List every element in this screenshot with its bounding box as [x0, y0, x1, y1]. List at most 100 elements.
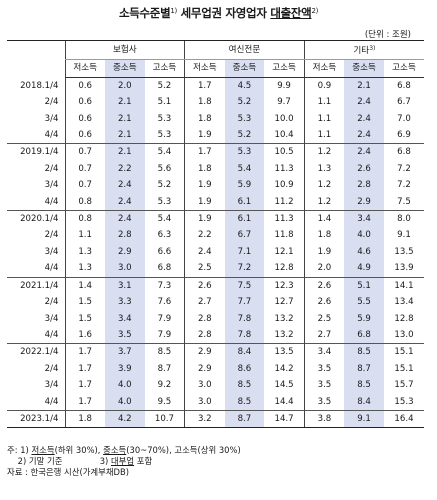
table-row: 3/4 1.7 4.0 9.2 3.0 8.5 14.5 3.5 8.5 15.7 [7, 377, 424, 394]
footnote-1-low-range: (하위 30%), [54, 445, 104, 455]
value-cell-other-middle: 5.9 [344, 310, 384, 327]
group-header-other-label: 기타 [353, 46, 370, 56]
table-row: 4/4 1.6 3.5 7.9 2.8 7.8 13.2 2.7 6.8 13.0 [7, 326, 424, 344]
value-cell-insurance-high: 8.5 [144, 343, 185, 361]
value-cell-credit-high: 12.3 [264, 276, 305, 295]
sub-header-middle-income: 중소득 [224, 59, 265, 78]
table-row: 4/4 0.6 2.1 5.3 1.9 5.2 10.4 1.1 2.4 6.9 [7, 127, 424, 144]
footnote-1-middle: 중소득 [103, 445, 127, 455]
value-cell-credit-low: 2.4 [184, 243, 225, 261]
value-cell-credit-high: 11.3 [264, 210, 305, 228]
sub-header-middle-income: 중소득 [344, 59, 384, 78]
title-part-3: 대출잔액 [270, 6, 312, 20]
value-cell-insurance-middle: 2.0 [104, 77, 145, 95]
value-cell-credit-low: 2.8 [184, 310, 225, 327]
table-row: 2023.1/4 1.8 4.2 10.7 3.2 8.7 14.7 3.8 9.1 16.4 [7, 409, 424, 429]
value-cell-other-low: 2.6 [303, 294, 345, 311]
value-cell-insurance-middle: 4.0 [104, 377, 145, 394]
value-cell-insurance-middle: 3.0 [104, 260, 145, 278]
value-cell-other-low: 1.2 [303, 143, 345, 161]
footnote-3-prefix: 3) [99, 456, 111, 466]
footnote-2: 2) 기말 기준 [17, 456, 63, 466]
period-cell: 3/4 [44, 380, 59, 391]
value-cell-credit-low: 3.2 [184, 409, 225, 429]
value-cell-other-low: 3.4 [303, 343, 345, 361]
value-cell-other-low: 2.6 [303, 276, 345, 295]
value-cell-insurance-low: 0.6 [64, 94, 105, 111]
period-cell: 4/4 [44, 263, 59, 274]
value-cell-other-high: 16.4 [384, 409, 424, 429]
table-row: 2019.1/4 0.7 2.1 5.4 1.7 5.3 10.5 1.2 2.4 6.8 [7, 143, 424, 161]
period-cell: 2/4 [44, 230, 59, 241]
title-part-1: 소득수준별 [118, 6, 171, 20]
table-row: 3/4 1.5 3.4 7.9 2.8 7.8 13.2 2.5 5.9 12.8 [7, 310, 424, 327]
value-cell-insurance-high: 5.2 [157, 180, 172, 191]
value-cell-other-middle: 4.0 [344, 227, 384, 244]
value-cell-insurance-middle: 3.3 [104, 294, 145, 311]
value-cell-other-middle: 5.1 [344, 276, 384, 295]
value-cell-credit-middle: 6.7 [224, 227, 265, 244]
value-cell-insurance-low: 0.6 [64, 77, 105, 95]
value-cell-other-middle: 2.4 [344, 143, 384, 161]
value-cell-credit-middle: 5.2 [224, 94, 265, 111]
value-cell-insurance-low: 1.3 [64, 243, 105, 261]
value-cell-other-high: 15.3 [394, 396, 414, 407]
value-cell-other-high: 6.7 [397, 97, 411, 108]
value-cell-insurance-middle: 2.1 [104, 143, 145, 161]
period-cell: 4/4 [44, 396, 59, 407]
table-row: 2021.1/4 1.4 3.1 7.3 2.6 7.5 12.3 2.6 5.1 14.1 [7, 276, 424, 295]
value-cell-credit-low: 2.2 [184, 227, 225, 244]
value-cell-insurance-low: 1.1 [64, 227, 105, 244]
period-cell: 4/4 [44, 329, 59, 340]
value-cell-credit-middle: 8.7 [224, 409, 265, 429]
value-cell-credit-low: 2.9 [184, 360, 225, 378]
value-cell-insurance-middle: 3.1 [104, 276, 145, 295]
value-cell-other-high: 6.9 [397, 130, 411, 141]
value-cell-insurance-low: 1.7 [64, 343, 105, 361]
value-cell-other-low: 1.3 [303, 160, 345, 178]
value-cell-insurance-high: 5.1 [157, 97, 172, 108]
value-cell-other-low: 2.0 [303, 260, 345, 278]
sub-header-low-income: 저소득 [303, 59, 345, 78]
table-row: 2/4 1.5 3.3 7.6 2.7 7.7 12.7 2.6 5.5 13.4 [7, 294, 424, 311]
title-footnote-2: 2) [311, 7, 319, 15]
period-cell: 2021.1/4 [7, 276, 65, 295]
period-cell: 2018.1/4 [20, 80, 59, 91]
value-cell-other-middle: 2.4 [344, 127, 384, 144]
value-cell-credit-middle: 5.3 [224, 110, 265, 128]
value-cell-other-low: 3.5 [303, 393, 345, 411]
value-cell-credit-high: 12.7 [274, 297, 294, 308]
value-cell-insurance-low: 1.8 [64, 409, 105, 429]
value-cell-credit-high: 14.5 [274, 380, 294, 391]
value-cell-insurance-middle: 2.1 [104, 110, 145, 128]
value-cell-credit-middle: 7.8 [224, 326, 265, 344]
value-cell-other-low: 2.5 [303, 310, 345, 327]
value-cell-other-high: 7.2 [397, 180, 411, 191]
value-cell-other-high: 9.1 [397, 230, 411, 241]
footnotes: 주: 1) 저소득(하위 30%), 중소득(30~70%), 고소득(상위 3… [7, 445, 241, 478]
value-cell-insurance-low: 0.8 [64, 193, 105, 211]
value-cell-other-high: 15.1 [394, 363, 414, 374]
value-cell-credit-high: 10.5 [264, 143, 305, 161]
period-cell: 3/4 [44, 113, 59, 124]
table-row: 4/4 1.7 4.0 9.5 3.0 8.5 14.4 3.5 8.4 15.3 [7, 393, 424, 411]
value-cell-other-middle: 8.4 [344, 393, 384, 411]
table-row: 3/4 0.7 2.4 5.2 1.9 5.9 10.9 1.2 2.8 7.2 [7, 177, 424, 194]
table-body: 2018.1/4 0.6 2.0 5.2 1.7 4.5 9.9 0.9 2.1 6.8 2/4 0.… [7, 77, 424, 429]
value-cell-credit-middle: 5.3 [224, 143, 265, 161]
value-cell-insurance-high: 5.6 [157, 163, 172, 174]
value-cell-credit-high: 9.9 [277, 80, 291, 91]
value-cell-other-high: 13.4 [394, 297, 414, 308]
value-cell-credit-low: 1.9 [184, 193, 225, 211]
value-cell-credit-low: 3.0 [184, 393, 225, 411]
value-cell-credit-high: 14.4 [274, 396, 294, 407]
value-cell-credit-low: 2.6 [184, 276, 225, 295]
table-row: 2022.1/4 1.7 3.7 8.5 2.9 8.4 13.5 3.4 8.5 15.1 [7, 343, 424, 361]
value-cell-insurance-high: 10.7 [144, 409, 185, 429]
table-row: 2018.1/4 0.6 2.0 5.2 1.7 4.5 9.9 0.9 2.1 6.8 [7, 77, 424, 95]
value-cell-insurance-middle: 4.0 [104, 393, 145, 411]
value-cell-insurance-middle: 2.4 [104, 177, 145, 194]
value-cell-other-high: 14.1 [384, 276, 424, 295]
value-cell-insurance-middle: 2.2 [104, 160, 145, 178]
period-cell: 2023.1/4 [7, 409, 65, 429]
